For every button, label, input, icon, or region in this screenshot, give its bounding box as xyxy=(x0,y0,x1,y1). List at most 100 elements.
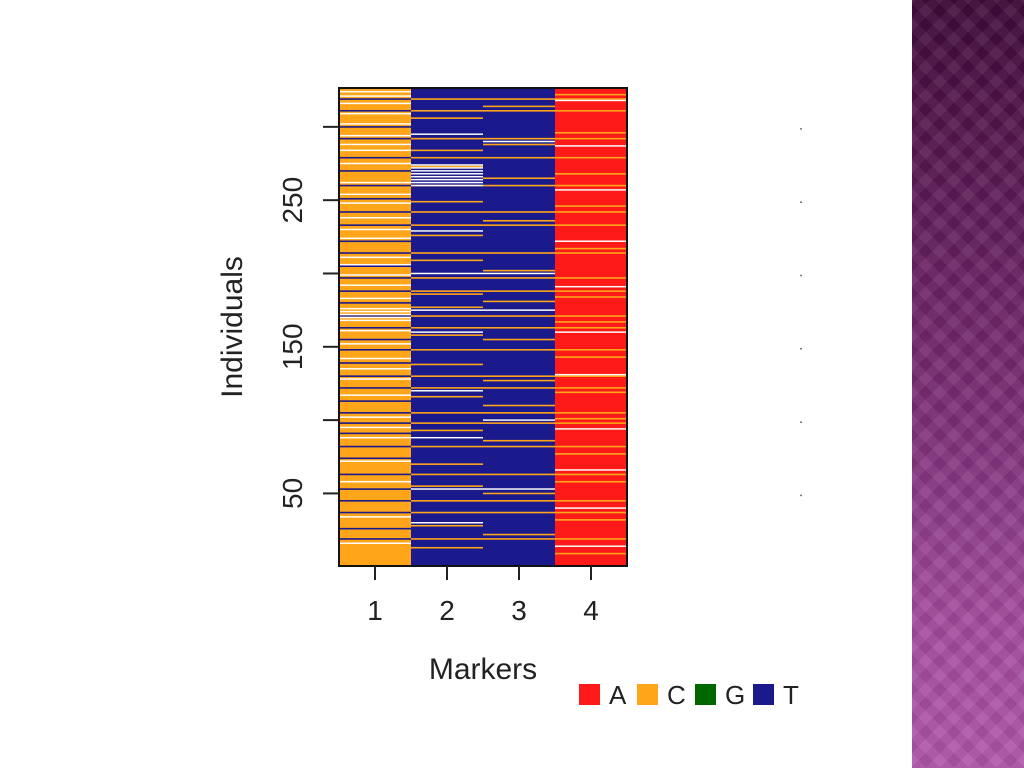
heat-cell-missing xyxy=(411,178,483,181)
heat-cell xyxy=(411,252,483,254)
heat-cell-missing xyxy=(339,112,411,115)
legend-label: G xyxy=(725,680,745,710)
heat-cell-missing xyxy=(555,469,627,471)
x-tick-label: 3 xyxy=(511,595,527,626)
heat-cell xyxy=(339,156,411,159)
heat-cell xyxy=(483,445,555,448)
heat-cell xyxy=(339,362,411,364)
heat-cell xyxy=(483,533,555,536)
heat-cell xyxy=(483,98,555,100)
heat-cell xyxy=(411,211,483,213)
heat-cell xyxy=(555,412,627,414)
heat-cell xyxy=(411,200,483,203)
heat-cell xyxy=(411,327,483,329)
legend-label: A xyxy=(609,680,627,710)
heat-cell xyxy=(411,422,483,424)
heat-cell-missing xyxy=(339,134,411,137)
heat-cell-missing xyxy=(339,368,411,370)
heat-cell xyxy=(555,98,627,100)
heatmap-cells xyxy=(339,88,627,566)
heat-cell xyxy=(411,315,483,317)
heat-cell-missing xyxy=(339,343,411,345)
heat-cell xyxy=(483,338,555,341)
heat-cell-missing xyxy=(339,313,411,316)
plot-frame xyxy=(338,87,628,567)
heat-cell xyxy=(411,387,483,389)
heat-cell xyxy=(483,439,555,442)
heat-cell xyxy=(411,109,483,112)
heat-cell xyxy=(483,422,555,424)
heat-cell xyxy=(555,473,627,476)
heat-cell-missing xyxy=(339,329,411,332)
heat-cell xyxy=(339,338,411,341)
heat-cell-missing xyxy=(339,149,411,152)
heat-cell xyxy=(555,211,627,213)
heat-cell xyxy=(339,473,411,476)
heat-cell-missing xyxy=(339,436,411,439)
heat-cell-missing xyxy=(555,145,627,147)
heat-cell-missing xyxy=(339,316,411,319)
legend-swatch xyxy=(695,684,716,705)
heat-cell-missing xyxy=(339,426,411,429)
heat-cell-missing xyxy=(411,173,483,175)
heat-cell-missing xyxy=(339,460,411,462)
heat-cell xyxy=(483,143,555,146)
heat-cell xyxy=(555,173,627,175)
heat-cell xyxy=(411,117,483,119)
decorative-dot xyxy=(800,421,802,424)
heat-cell xyxy=(555,417,627,420)
heat-cell xyxy=(483,315,555,317)
heat-cell xyxy=(555,109,627,112)
decorative-dot xyxy=(800,201,802,204)
heat-cell xyxy=(339,422,411,424)
heat-cell-missing xyxy=(339,319,411,322)
x-tick-label: 4 xyxy=(583,595,599,626)
heat-cell xyxy=(555,137,627,140)
legend-swatch xyxy=(579,684,600,705)
heat-cell xyxy=(339,302,411,304)
heat-cell xyxy=(483,290,555,292)
heat-cell xyxy=(555,296,627,298)
heat-cell-missing xyxy=(339,95,411,97)
heat-cell-missing xyxy=(339,516,411,518)
heat-cell-missing xyxy=(411,184,483,187)
heat-cell-missing xyxy=(339,394,411,396)
heat-cell xyxy=(339,98,411,100)
heat-cell xyxy=(411,290,483,292)
heat-cell xyxy=(411,546,483,549)
heat-cell-missing xyxy=(411,309,483,311)
heat-cell xyxy=(555,552,627,555)
heat-cell-missing xyxy=(555,373,627,376)
heat-cell xyxy=(411,395,483,398)
heat-cell xyxy=(411,500,483,502)
heat-cell xyxy=(555,480,627,483)
heat-cell xyxy=(411,348,483,351)
heat-cell-missing xyxy=(339,480,411,483)
heat-cell-missing xyxy=(339,256,411,259)
heat-cell xyxy=(483,538,555,540)
heat-cell xyxy=(339,224,411,226)
heat-cell xyxy=(411,445,483,448)
heat-cell xyxy=(339,488,411,490)
heat-cell xyxy=(411,412,483,414)
heat-cell xyxy=(339,137,411,140)
x-tick-label: 2 xyxy=(439,595,455,626)
heat-cell xyxy=(483,511,555,514)
heat-cell-missing xyxy=(483,272,555,275)
heat-cell xyxy=(555,224,627,226)
heat-cell xyxy=(339,412,411,414)
heat-cell-missing xyxy=(555,545,627,547)
heat-cell xyxy=(411,463,483,465)
heat-cell xyxy=(339,457,411,460)
heat-cell xyxy=(483,300,555,303)
heat-cell xyxy=(555,387,627,389)
heat-cell xyxy=(339,265,411,268)
y-tick-label: 250 xyxy=(277,177,308,224)
heat-cell-missing xyxy=(555,99,627,102)
y-tick-label: 150 xyxy=(277,323,308,370)
decorative-dot xyxy=(800,127,802,130)
heat-cell xyxy=(339,387,411,389)
heat-cell xyxy=(555,252,627,254)
